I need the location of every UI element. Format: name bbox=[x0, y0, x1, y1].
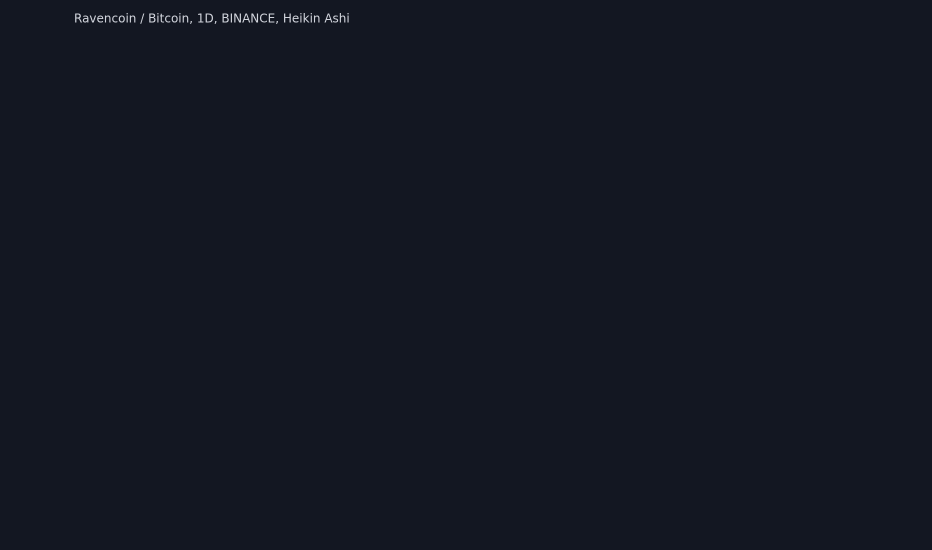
chart-title: Ravencoin / Bitcoin, 1D, BINANCE, Heikin… bbox=[74, 12, 350, 26]
